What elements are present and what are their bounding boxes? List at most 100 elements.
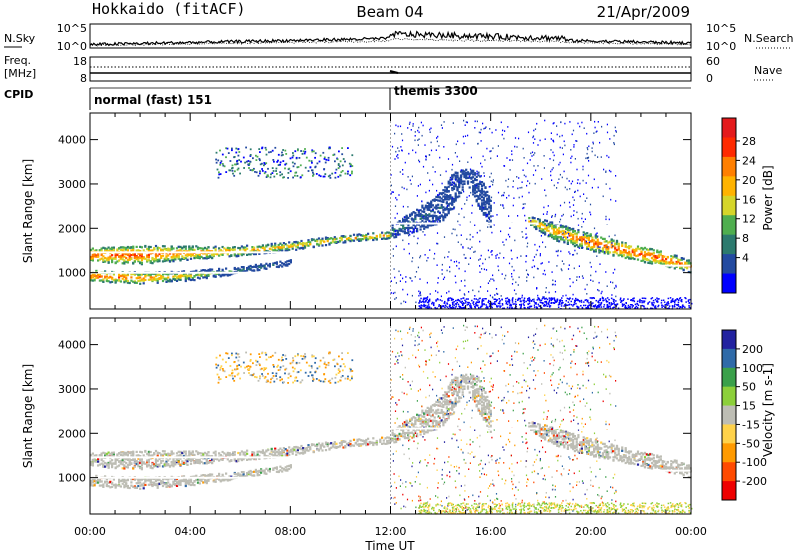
power-clutter [519,304,521,306]
power-clutter [448,298,450,300]
power-clutter [609,303,611,305]
power-speckle [489,128,490,130]
power-clutter [590,297,592,299]
power-clutter [639,299,641,301]
power-speckle [447,270,448,272]
power-speckle [429,129,430,131]
power-clutter [552,298,554,300]
power-cell [108,262,110,264]
power-speckle [472,290,473,292]
power-patch [257,156,259,158]
power-speckle [509,236,510,238]
power-clutter [418,302,420,304]
power-clutter [507,307,509,309]
power-clutter [494,303,496,305]
power-patch [328,157,330,159]
freq-bottom-tick: 8 [80,72,87,85]
power-speckle [418,144,419,146]
power-patch [308,160,310,162]
power-speckle [598,187,599,189]
power-speckle [545,138,546,140]
power-cell [414,218,416,220]
power-speckle [582,169,583,171]
power-speckle [436,149,437,151]
power-speckle [447,205,448,207]
power-speckle [552,152,553,154]
power-patch [315,152,317,154]
power-speckle [550,171,551,173]
power-speckle [611,294,612,296]
power-cell [215,276,217,278]
power-clutter [514,303,516,305]
power-clutter [494,301,496,303]
power-speckle [562,232,563,234]
power-patch [337,176,339,178]
power-clutter [678,302,680,304]
power-speckle [564,123,565,125]
power-speckle [534,256,535,258]
power-speckle [527,163,528,165]
power-speckle [430,128,431,130]
power-speckle [444,121,445,123]
power-patch [290,170,292,172]
power-cell [456,189,458,191]
power-speckle [596,131,597,133]
power-speckle [452,198,453,200]
power-speckle [606,155,607,157]
power-clutter [606,307,608,309]
velocity-cell [111,459,113,461]
power-speckle [506,157,507,159]
power-speckle [513,205,514,207]
power-clutter [473,304,475,306]
power-cell [420,228,422,230]
power-patch [261,168,263,170]
power-speckle [457,141,458,143]
power-cell [323,241,325,243]
power-speckle [467,161,468,163]
power-clutter [664,301,666,303]
velocity-cell [137,464,139,466]
nsearch-bottom-tick: 10^0 [706,40,736,53]
power-speckle [442,264,443,266]
power-clutter [674,306,676,308]
power-speckle [443,278,444,280]
power-clutter [671,300,673,302]
power-cell [222,254,224,256]
power-speckle [615,200,616,202]
power-speckle [478,259,479,261]
power-patch [324,158,326,160]
power-speckle [521,187,522,189]
power-clutter [428,306,430,308]
power-cell [462,186,464,188]
power-speckle [485,127,486,129]
power-speckle [394,292,395,294]
power-speckle [461,280,462,282]
power-clutter [661,300,663,302]
power-speckle [537,295,538,297]
power-speckle [585,289,586,291]
power-speckle [576,276,577,278]
velocity-cell [132,452,134,454]
power-patch [249,161,251,163]
power-patch [228,152,230,154]
power-speckle [553,160,554,162]
power-speckle [556,187,557,189]
power-speckle [505,275,506,277]
power-speckle [519,197,520,199]
power-cell [676,255,678,257]
power-patch [273,176,275,178]
power-speckle [563,237,564,239]
power-clutter [645,298,647,300]
power-speckle [446,171,447,173]
velocity-cell [120,485,122,487]
velocity-cell [143,487,145,489]
power-speckle [610,281,611,283]
power-clutter [688,305,690,307]
power-cell [612,240,614,242]
power-speckle [570,149,571,151]
power-cell [272,264,274,266]
power-clutter [676,304,678,306]
power-speckle [461,208,462,210]
power-speckle [528,192,529,194]
